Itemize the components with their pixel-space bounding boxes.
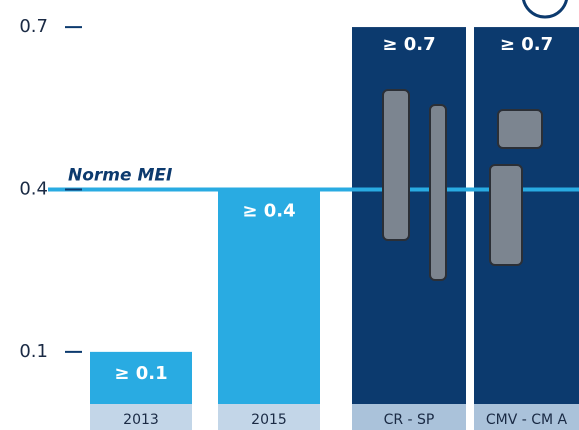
y-tick-label: 0.1 — [19, 341, 48, 362]
x-tick-label: 2013 — [123, 412, 159, 428]
value-label: ≥ 0.4 — [242, 200, 295, 221]
pump-image — [498, 110, 542, 148]
value-label: ≥ 0.7 — [382, 34, 435, 55]
bar — [218, 189, 320, 404]
pump-image — [490, 165, 522, 265]
pump-image — [383, 90, 409, 240]
y-tick-label: 0.7 — [19, 16, 48, 37]
x-tick-label: CMV - CM A — [486, 412, 568, 428]
value-label: ≥ 0.7 — [500, 34, 553, 55]
reference-label: Norme MEI — [68, 165, 172, 185]
x-tick-label: 2015 — [251, 412, 287, 428]
badge — [523, 0, 567, 17]
pump-image — [430, 105, 446, 280]
x-tick-label: CR - SP — [384, 412, 435, 428]
value-label: ≥ 0.1 — [114, 363, 167, 384]
y-tick-label: 0.4 — [19, 178, 48, 199]
chart: 2013 ≥ 0.1 2015 ≥ 0.4 CR - SP ≥ 0.7 CMV - CM A… — [0, 0, 579, 430]
